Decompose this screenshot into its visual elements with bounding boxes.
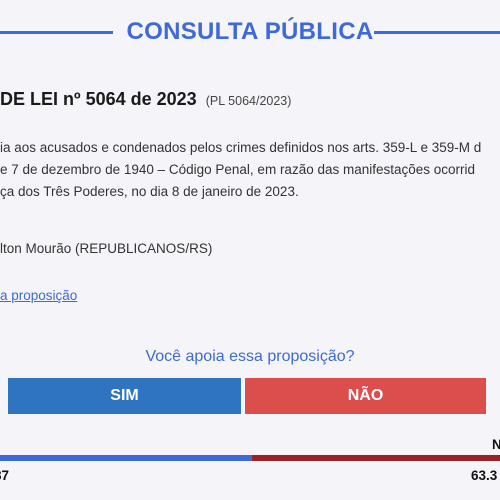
vote-yes-button[interactable]: SIM xyxy=(8,378,241,414)
page-title: CONSULTA PÚBLICA xyxy=(126,18,374,45)
view-proposal-link[interactable]: a proposição xyxy=(0,288,78,303)
summary-line: ia aos acusados e condenados pelos crime… xyxy=(0,140,482,155)
proposal-author: lton Mourão (REPUBLICANOS/RS) xyxy=(0,241,213,256)
summary-line: e 7 de dezembro de 1940 – Código Penal, … xyxy=(0,162,476,177)
proposal-title: DE LEI nº 5064 de 2023 (PL 5064/2023) xyxy=(0,89,291,110)
vote-no-button[interactable]: NÃO xyxy=(245,378,486,414)
proposal-code: (PL 5064/2023) xyxy=(205,94,292,108)
result-bar-no xyxy=(252,455,500,461)
header-line-right xyxy=(374,31,500,34)
result-yes-percent: 87 xyxy=(0,468,10,483)
summary-line: ça dos Três Poderes, no dia 8 de janeiro… xyxy=(0,184,299,199)
vote-question: Você apoia essa proposição? xyxy=(145,348,355,365)
result-bar-yes xyxy=(0,455,252,461)
proposal-summary: ia aos acusados e condenados pelos crime… xyxy=(0,137,500,203)
proposal-title-text: DE LEI nº 5064 de 2023 xyxy=(0,89,197,109)
result-no-percent: 63.3 xyxy=(471,468,498,483)
result-no-label: N xyxy=(492,437,500,452)
header-line-left xyxy=(0,31,113,34)
